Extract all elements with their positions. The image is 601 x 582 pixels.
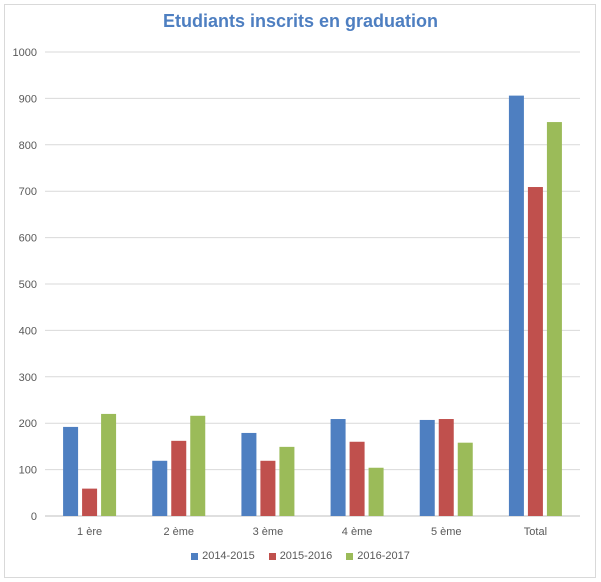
- bar: [190, 415, 206, 516]
- bar: [279, 446, 295, 516]
- bar: [171, 440, 187, 516]
- bar: [419, 419, 435, 516]
- legend-item: 2015-2016: [268, 550, 333, 562]
- y-tick-label: 500: [19, 279, 37, 291]
- bar: [527, 187, 543, 517]
- y-tick-label: 900: [19, 93, 37, 105]
- x-tick-label: Total: [524, 526, 547, 538]
- legend-item: 2014-2015: [191, 550, 255, 562]
- y-tick-label: 600: [19, 233, 37, 245]
- bar: [82, 488, 98, 516]
- y-tick-label: 400: [19, 325, 37, 337]
- x-tick-label: 5 ème: [431, 526, 462, 538]
- y-tick-label: 1000: [13, 47, 37, 59]
- legend-swatch: [346, 552, 354, 560]
- bar: [457, 442, 473, 516]
- legend-label: 2015-2016: [279, 550, 333, 562]
- legend-label: 2014-2015: [202, 550, 255, 562]
- x-tick-label: 1 ère: [77, 526, 102, 538]
- bar: [349, 441, 365, 516]
- legend-item: 2016-2017: [346, 550, 410, 562]
- x-tick-label: 3 ème: [253, 526, 284, 538]
- bar: [260, 460, 276, 516]
- legend-swatch: [191, 552, 199, 560]
- chart-legend: 2014-2015 2015-2016 2016-2017: [0, 550, 601, 562]
- y-tick-label: 100: [19, 465, 37, 477]
- bar: [63, 426, 79, 516]
- bar: [241, 432, 257, 516]
- x-tick-label: 2 ème: [163, 526, 194, 538]
- x-tick-label: 4 ème: [342, 526, 373, 538]
- legend-swatch: [268, 552, 276, 560]
- bar: [330, 419, 346, 516]
- y-tick-label: 300: [19, 372, 37, 384]
- bar: [438, 419, 454, 516]
- bar: [508, 95, 524, 516]
- y-tick-label: 800: [19, 140, 37, 152]
- legend-label: 2016-2017: [357, 550, 410, 562]
- bar: [546, 122, 562, 517]
- y-tick-label: 700: [19, 186, 37, 198]
- chart-title: Etudiants inscrits en graduation: [162, 11, 439, 31]
- bar: [368, 467, 384, 516]
- bar: [152, 460, 168, 516]
- y-tick-label: 0: [31, 511, 37, 523]
- bar: [101, 413, 117, 516]
- y-tick-label: 200: [19, 418, 37, 430]
